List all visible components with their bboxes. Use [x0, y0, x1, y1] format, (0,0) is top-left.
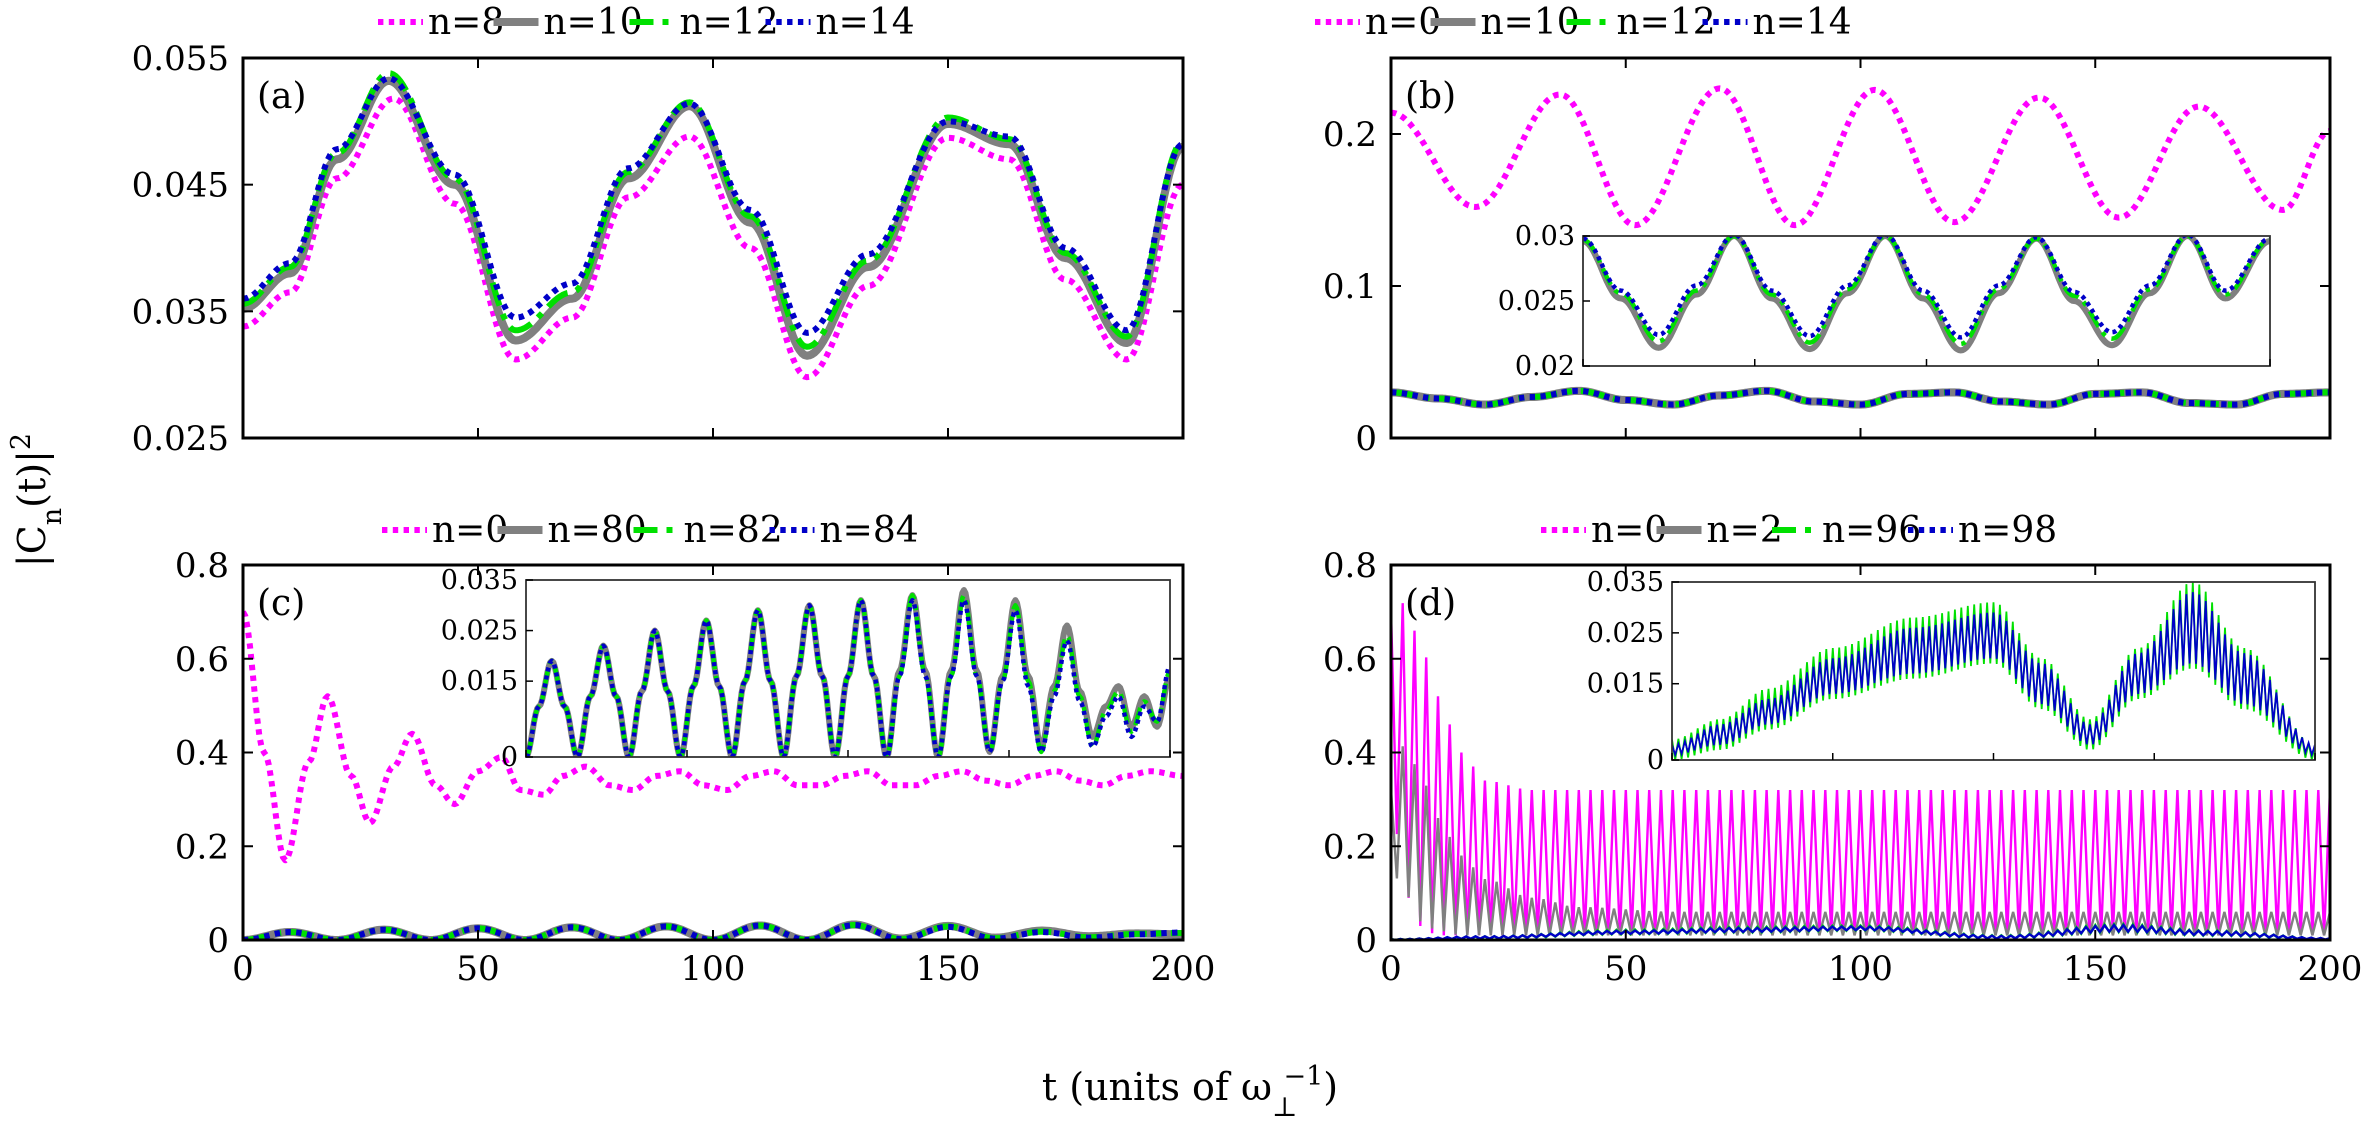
series-n14-line	[1583, 236, 2270, 340]
y-label-sup: 2	[6, 433, 37, 450]
y-tick-label: 0.2	[1323, 115, 1377, 155]
legend-label-n82: n=82	[684, 510, 783, 551]
panel-label: (c)	[257, 583, 305, 624]
inset-y-tick-label: 0.015	[1587, 669, 1664, 700]
panel-b: 0 0.1 0.2 (b) 0.02 0.025 0.03 n=0 n=10 n=12 n=14	[1315, 2, 2332, 459]
legend-label-n14: n=14	[816, 2, 915, 43]
x-label-close: )	[1323, 1065, 1338, 1109]
y-tick-label: 0.045	[132, 166, 229, 206]
panel-label: (d)	[1405, 583, 1456, 624]
legend-label-n80: n=80	[548, 510, 647, 551]
legend: n=8 n=10 n=12 n=14	[378, 2, 915, 43]
inset-y-tick-label: 0.025	[1587, 618, 1664, 649]
y-tick-label: 0.4	[1323, 734, 1377, 774]
y-label-text: |C	[10, 525, 54, 567]
legend-label-n0: n=0	[1591, 510, 1667, 551]
legend: n=0 n=80 n=82 n=84	[382, 510, 919, 551]
y-tick-label: 0.035	[132, 292, 229, 332]
y-tick-label: 0	[207, 921, 229, 961]
series-n0-line	[1391, 85, 2330, 229]
y-tick-label: 0	[1355, 419, 1377, 459]
y-tick-label: 0.1	[1323, 267, 1377, 307]
inset-y-tick-label: 0.035	[1587, 567, 1664, 598]
legend-label-n0: n=0	[432, 510, 508, 551]
series-n14-line	[1391, 387, 2330, 408]
panel-d: 0 50 100 150 20000.20.40.60.8(d)00.0150.0250…	[1323, 510, 2363, 989]
y-tick-label: 0.4	[175, 734, 229, 774]
series-n82-line	[243, 922, 1183, 940]
y-tick-label: 0.025	[132, 419, 229, 459]
legend-label-n2: n=2	[1707, 510, 1783, 551]
y-tick-label: 0.2	[1323, 827, 1377, 867]
series-n84-line	[243, 922, 1183, 940]
panel-label: (a)	[257, 76, 307, 117]
series-n12-line	[243, 70, 1183, 350]
series-n14-line	[243, 75, 1183, 336]
legend-label-n96: n=96	[1822, 510, 1921, 551]
y-label-text-2: (t)|	[10, 450, 54, 508]
inset-y-tick-label: 0	[1647, 745, 1664, 776]
x-tick-label: 200	[2298, 949, 2363, 989]
series-n0-line	[243, 610, 1183, 864]
y-axis-label: |Cn(t)|2	[6, 433, 68, 567]
panel-c: 0 50 100 150 20000.20.40.60.8(c)00.0150.0250…	[175, 510, 1216, 989]
y-tick-label: 0.8	[175, 546, 229, 586]
series-n8-line	[243, 95, 1183, 381]
y-label-sub: n	[37, 508, 68, 525]
legend-label-n8: n=8	[428, 2, 504, 43]
legend-label-n12: n=12	[680, 2, 779, 43]
x-tick-label: 150	[916, 949, 981, 989]
series-n12-line	[1391, 387, 2330, 408]
inset: 0 0.015 0.025 0.035	[441, 565, 1171, 773]
y-tick-label: 0	[1355, 921, 1377, 961]
x-label-sup: −1	[1283, 1061, 1323, 1092]
x-tick-label: 100	[681, 949, 746, 989]
inset: 0.02 0.025 0.03	[1498, 221, 2271, 382]
inset-y-tick-label: 0	[501, 742, 518, 773]
inset-y-tick-label: 0.015	[441, 666, 518, 697]
series-n98-line	[1672, 592, 2315, 758]
x-tick-label: 0	[232, 949, 254, 989]
y-tick-label: 0.2	[175, 827, 229, 867]
panel-a: 0.025 0.035 0.045 0.055 (a) n=8 n=10 n=12 n=14	[132, 2, 1185, 459]
legend: n=0 n=2 n=96 n=98	[1541, 510, 2057, 551]
series-n84-line	[526, 597, 1170, 757]
legend-label-n10: n=10	[1481, 2, 1580, 43]
legend-label-n84: n=84	[820, 510, 919, 551]
y-tick-label: 0.6	[1323, 640, 1377, 680]
y-tick-label: 0.055	[132, 39, 229, 79]
series-n12-line	[1583, 236, 2270, 347]
legend-label-n12: n=12	[1617, 2, 1716, 43]
x-tick-label: 100	[1828, 949, 1893, 989]
legend-label-n14: n=14	[1753, 2, 1852, 43]
series-n0-line	[1391, 603, 2330, 936]
legend-label-n0: n=0	[1365, 2, 1441, 43]
x-label-sub: ⊥	[1272, 1092, 1297, 1123]
x-label-text: t (units of ω	[1042, 1065, 1272, 1109]
inset-y-tick-label: 0.03	[1515, 221, 1575, 252]
legend-label-n10: n=10	[544, 2, 643, 43]
x-tick-label: 150	[2063, 949, 2128, 989]
inset: 0 0.015 0.025 0.035	[1587, 567, 2316, 776]
inset-y-tick-label: 0.035	[441, 565, 518, 596]
panel-label: (b)	[1405, 76, 1456, 117]
inset-y-tick-label: 0.025	[441, 616, 518, 647]
x-tick-label: 200	[1151, 949, 1216, 989]
x-tick-label: 50	[456, 949, 499, 989]
legend-label-n98: n=98	[1958, 510, 2057, 551]
legend: n=0 n=10 n=12 n=14	[1315, 2, 1852, 43]
y-tick-label: 0.8	[1323, 546, 1377, 586]
inset-y-tick-label: 0.025	[1498, 286, 1575, 317]
x-tick-label: 0	[1380, 949, 1402, 989]
y-tick-label: 0.6	[175, 640, 229, 680]
series-n98-line	[1391, 922, 2330, 940]
x-axis-label: t (units of ω⊥−1)	[1042, 1061, 1338, 1123]
series-n10-line	[1583, 236, 2270, 354]
series-n2-line	[1391, 746, 2330, 936]
x-tick-label: 50	[1604, 949, 1647, 989]
inset-y-tick-label: 0.02	[1515, 351, 1575, 382]
